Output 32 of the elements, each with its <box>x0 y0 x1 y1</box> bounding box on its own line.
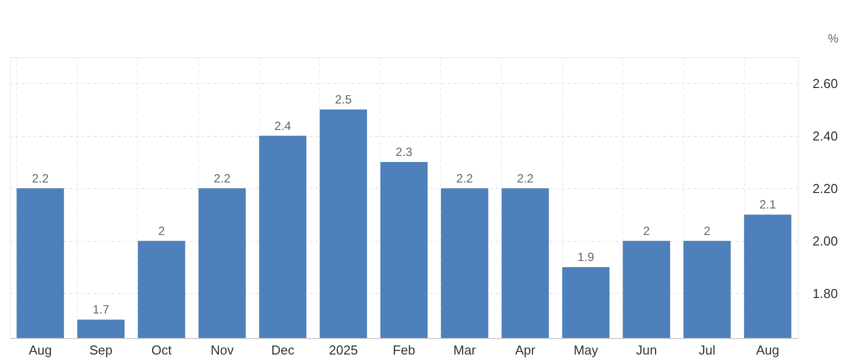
data-label: 2.4 <box>274 118 292 133</box>
x-tick-label: Aug <box>28 342 52 358</box>
data-label: 2.5 <box>335 92 352 107</box>
x-tick-label: Mar <box>453 342 476 358</box>
data-label: 2.2 <box>516 171 534 186</box>
x-tick-label: Jun <box>636 342 657 358</box>
x-tick-label: Aug <box>756 342 780 358</box>
data-label: 2 <box>158 224 166 238</box>
data-label: 2.3 <box>396 145 413 160</box>
data-label: 2.1 <box>759 198 776 212</box>
x-tick-label: Dec <box>271 342 295 358</box>
x-tick-label: Nov <box>210 342 234 358</box>
x-tick-label: Jul <box>698 342 716 358</box>
data-label: 2.2 <box>456 171 474 186</box>
y-tick-label: 2.40 <box>812 128 838 144</box>
data-label: 2.2 <box>214 171 231 186</box>
y-tick-label: 1.80 <box>812 286 838 301</box>
y-tick-label: 2.00 <box>812 233 838 248</box>
data-label: 2 <box>704 224 711 238</box>
y-tick-label: 2.20 <box>812 180 838 196</box>
data-label: 2 <box>643 224 650 238</box>
x-tick-label: 2025 <box>328 342 358 358</box>
x-tick-label: Feb <box>392 342 416 358</box>
data-label: 1.9 <box>578 250 595 264</box>
data-label: 2.2 <box>32 171 49 186</box>
x-tick-label: Apr <box>515 342 536 358</box>
x-tick-label: Sep <box>89 342 112 358</box>
y-tick-label: 2.60 <box>812 76 838 91</box>
data-label: 1.7 <box>92 302 110 317</box>
x-tick-label: Oct <box>151 342 172 358</box>
y-axis-title: % <box>828 32 839 46</box>
x-tick-label: May <box>574 342 599 358</box>
